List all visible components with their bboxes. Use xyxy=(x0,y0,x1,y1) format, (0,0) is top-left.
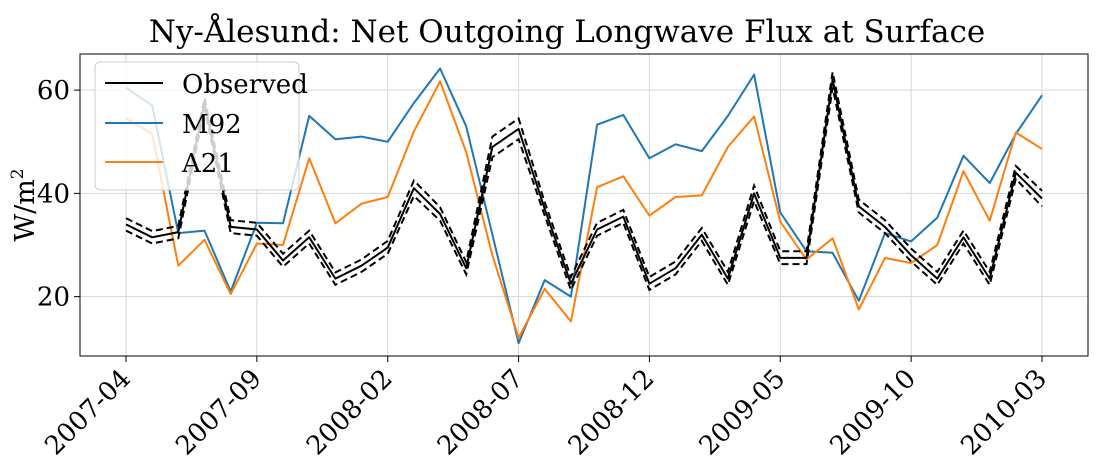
x-tick-label: 2008-12 xyxy=(563,364,661,460)
x-tick-label: 2007-09 xyxy=(170,364,268,460)
legend-label-observed: Observed xyxy=(182,70,308,100)
x-tick-label: 2009-10 xyxy=(824,364,922,460)
series-observed-lower-bound-line xyxy=(125,87,1043,293)
plot-frame xyxy=(79,53,1089,357)
x-axis: 2007-04 2007-09 2008-02 2008-07 2008-12 2009-… xyxy=(39,356,1053,460)
x-tick-label: 2009-05 xyxy=(694,364,792,460)
series-observed-line xyxy=(125,78,1043,285)
y-tick-label: 40 xyxy=(37,179,70,209)
series-a21-line xyxy=(125,80,1043,339)
legend-box xyxy=(94,61,300,191)
series-group xyxy=(125,67,1043,345)
y-tick-label: 60 xyxy=(37,76,70,106)
y-axis-label-main: W/m xyxy=(10,179,41,241)
y-axis-label: W/m2 xyxy=(8,168,41,241)
y-tick-label: 20 xyxy=(37,283,70,313)
x-tick-label: 2008-02 xyxy=(301,364,399,460)
x-tick-label: 2007-04 xyxy=(39,364,137,460)
legend: Observed M92 A21 xyxy=(94,61,308,191)
y-axis-label-sup: 2 xyxy=(8,168,28,179)
series-m92-line xyxy=(125,67,1043,345)
series-observed-upper-bound-line xyxy=(125,71,1043,280)
chart-title: Ny-Ålesund: Net Outgoing Longwave Flux a… xyxy=(149,12,985,50)
x-tick-label: 2008-07 xyxy=(432,364,530,460)
legend-label-m92: M92 xyxy=(182,110,242,140)
x-tick-label: 2010-03 xyxy=(955,364,1053,460)
legend-label-a21: A21 xyxy=(181,149,234,179)
y-axis: 20 40 60 xyxy=(37,76,80,313)
